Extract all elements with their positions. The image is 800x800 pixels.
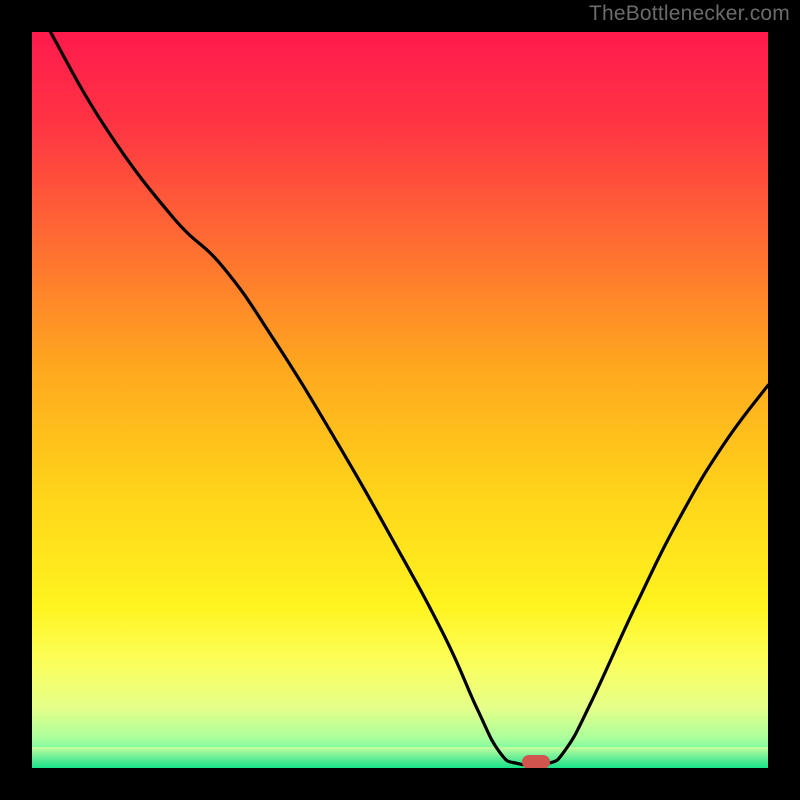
optimal-point-marker <box>522 755 550 768</box>
chart-plot-area <box>32 32 768 768</box>
watermark-text: TheBottlenecker.com <box>589 2 790 26</box>
bottleneck-curve <box>32 32 768 768</box>
bottleneck-curve-path <box>50 32 768 766</box>
